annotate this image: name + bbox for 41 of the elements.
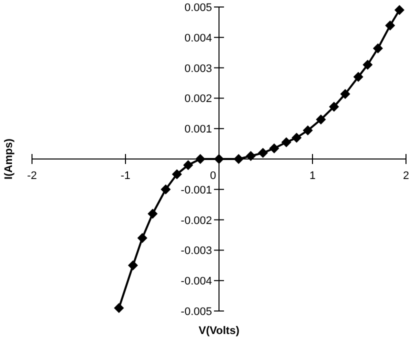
point — [316, 114, 326, 124]
point — [353, 72, 364, 82]
y-tick-label: 0.001 — [184, 124, 212, 136]
y-axis-title: I(Amps) — [3, 138, 15, 180]
point — [128, 260, 138, 270]
point — [269, 143, 280, 154]
point — [195, 154, 206, 164]
y-tick-label: 0.002 — [184, 93, 212, 106]
y-tick-label: 0.005 — [184, 2, 212, 14]
point — [234, 154, 244, 164]
y-tick-label: 0.003 — [184, 62, 212, 75]
point — [172, 169, 182, 180]
point — [246, 150, 256, 161]
y-tick-label: -0.003 — [180, 245, 212, 258]
point — [394, 5, 404, 16]
x-axis-title: V(Volts) — [198, 325, 240, 337]
y-tick-label: -0.005 — [180, 306, 212, 318]
point — [302, 125, 313, 136]
point — [329, 102, 340, 112]
y-tick-label: -0.002 — [180, 214, 212, 227]
point — [137, 233, 148, 244]
point — [214, 154, 224, 164]
point — [340, 88, 350, 99]
point — [385, 20, 396, 31]
point — [362, 60, 373, 70]
y-tick-label: -0.004 — [180, 276, 212, 288]
x-tick-label: 0 — [210, 170, 216, 182]
point — [148, 208, 158, 219]
x-tick-label: 2 — [402, 170, 410, 182]
point — [114, 302, 124, 313]
y-tick-label: 0.004 — [184, 32, 212, 44]
point — [292, 132, 302, 143]
x-tick-label: -1 — [120, 170, 130, 182]
point — [183, 160, 194, 170]
point — [372, 43, 383, 54]
point — [160, 184, 171, 194]
point — [281, 137, 292, 148]
x-tick-label: -2 — [27, 170, 37, 182]
x-tick-label: 1 — [309, 170, 316, 182]
point — [258, 148, 268, 158]
y-tick-label: -0.001 — [180, 184, 212, 196]
